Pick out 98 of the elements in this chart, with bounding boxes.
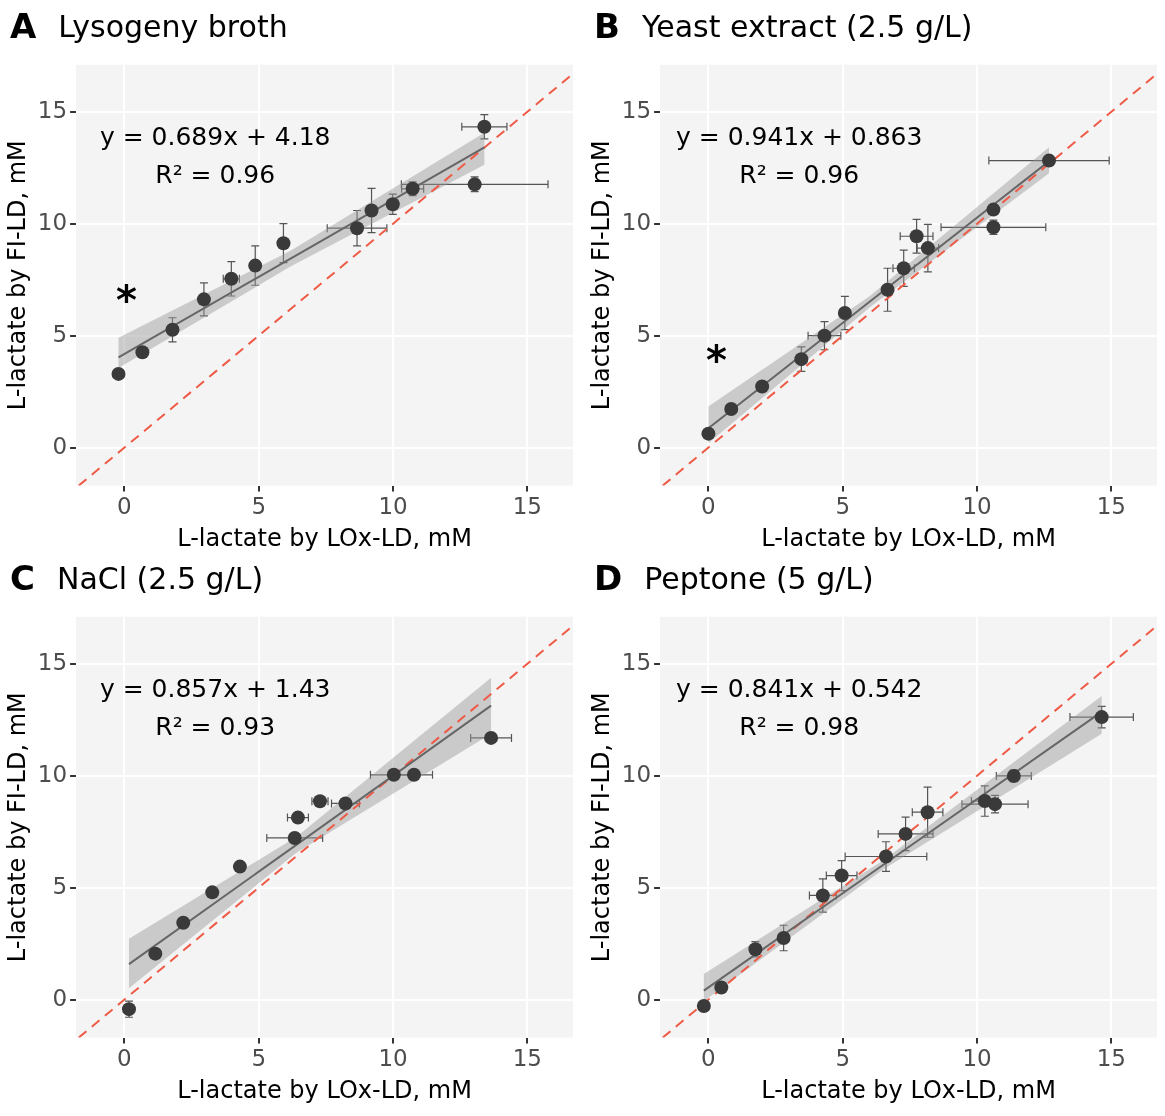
- y-tick-label: 10: [621, 208, 652, 235]
- y-axis-title: L-lactate by FI-LD, mM: [586, 140, 615, 411]
- x-tick-label: 10: [378, 1045, 408, 1072]
- y-tick-label: 10: [37, 208, 68, 235]
- annotation: R² = 0.96: [739, 160, 860, 190]
- point: [165, 322, 180, 337]
- point: [776, 931, 791, 945]
- x-tick-label: 10: [962, 493, 992, 520]
- point: [1094, 710, 1109, 725]
- annotation: R² = 0.98: [739, 712, 860, 742]
- chart-title: D: [594, 558, 623, 598]
- point: [878, 849, 893, 864]
- point: [484, 730, 499, 745]
- point: [755, 379, 770, 394]
- point: [837, 306, 852, 321]
- y-tick-label: 15: [37, 648, 68, 675]
- point: [248, 258, 263, 273]
- y-axis-title: L-lactate by FI-LD, mM: [2, 140, 31, 411]
- x-tick-label: 0: [701, 493, 716, 520]
- point: [350, 221, 365, 236]
- point: [205, 885, 220, 900]
- point: [815, 888, 830, 903]
- x-tick-label: 0: [117, 493, 132, 520]
- x-axis-title: L-lactate by LOx-LD, mM: [177, 1075, 472, 1104]
- x-tick-label: 5: [251, 493, 267, 520]
- point: [880, 282, 895, 297]
- x-axis-title: L-lactate by LOx-LD, mM: [177, 523, 472, 552]
- y-tick-label: 10: [621, 760, 652, 787]
- point: [896, 261, 911, 276]
- point: [111, 366, 126, 381]
- point: [834, 868, 849, 883]
- point: [920, 241, 935, 256]
- point: [386, 767, 401, 782]
- chart-subtitle: Yeast extract (2.5 g/L): [641, 8, 973, 44]
- annotation: y = 0.841x + 0.542: [676, 674, 923, 704]
- point: [986, 202, 1001, 217]
- point: [724, 402, 739, 417]
- point: [794, 352, 809, 367]
- y-tick-label: 0: [636, 984, 652, 1011]
- annotation: y = 0.941x + 0.863: [676, 122, 923, 152]
- x-tick-label: 0: [701, 1045, 716, 1072]
- point: [232, 859, 247, 874]
- point: [898, 826, 913, 841]
- point: [817, 328, 832, 343]
- y-tick-label: 5: [52, 320, 68, 347]
- annotation: *: [116, 277, 138, 324]
- chart-title: B: [594, 6, 620, 46]
- point: [290, 810, 305, 825]
- y-tick-label: 15: [621, 96, 652, 123]
- point: [135, 345, 150, 360]
- y-tick-label: 0: [636, 432, 652, 459]
- annotation: y = 0.689x + 4.18: [99, 122, 331, 152]
- point: [196, 292, 211, 307]
- x-tick-label: 5: [835, 1045, 851, 1072]
- point: [287, 830, 302, 845]
- y-tick-label: 5: [636, 320, 652, 347]
- y-tick-label: 0: [52, 984, 68, 1011]
- annotation: R² = 0.93: [155, 712, 276, 742]
- annotation: *: [705, 337, 727, 384]
- y-tick-label: 5: [636, 872, 652, 899]
- x-tick-label: 15: [512, 493, 542, 520]
- y-tick-label: 15: [37, 96, 68, 123]
- y-axis-title: L-lactate by FI-LD, mM: [2, 692, 31, 963]
- point: [1042, 153, 1057, 168]
- point: [920, 805, 935, 820]
- point: [701, 426, 716, 441]
- point: [364, 203, 379, 218]
- x-tick-label: 0: [117, 1045, 132, 1072]
- chart-title: C: [10, 558, 35, 598]
- point: [696, 999, 711, 1014]
- y-tick-label: 0: [52, 432, 68, 459]
- y-tick-label: 15: [621, 648, 652, 675]
- point: [406, 767, 421, 782]
- chart-subtitle: Peptone (5 g/L): [644, 560, 874, 596]
- chart-title: A: [10, 6, 37, 46]
- y-tick-label: 5: [52, 872, 68, 899]
- x-tick-label: 15: [512, 1045, 542, 1072]
- chart-subtitle: NaCl (2.5 g/L): [56, 560, 264, 596]
- x-axis-title: L-lactate by LOx-LD, mM: [761, 1075, 1056, 1104]
- y-tick-label: 10: [37, 760, 68, 787]
- x-tick-label: 5: [251, 1045, 267, 1072]
- x-axis-title: L-lactate by LOx-LD, mM: [761, 523, 1056, 552]
- point: [714, 980, 729, 995]
- point: [338, 796, 353, 811]
- x-tick-label: 10: [378, 493, 408, 520]
- x-tick-label: 15: [1096, 1045, 1126, 1072]
- point: [477, 119, 492, 134]
- point: [148, 946, 163, 961]
- annotation: y = 0.857x + 1.43: [99, 674, 331, 704]
- chart-subtitle: Lysogeny broth: [58, 8, 288, 44]
- x-tick-label: 10: [962, 1045, 992, 1072]
- point: [176, 915, 191, 930]
- x-tick-label: 15: [1096, 493, 1126, 520]
- point: [276, 236, 291, 251]
- annotation: R² = 0.96: [155, 160, 276, 190]
- x-tick-label: 5: [835, 493, 851, 520]
- y-axis-title: L-lactate by FI-LD, mM: [586, 692, 615, 963]
- point: [909, 229, 924, 244]
